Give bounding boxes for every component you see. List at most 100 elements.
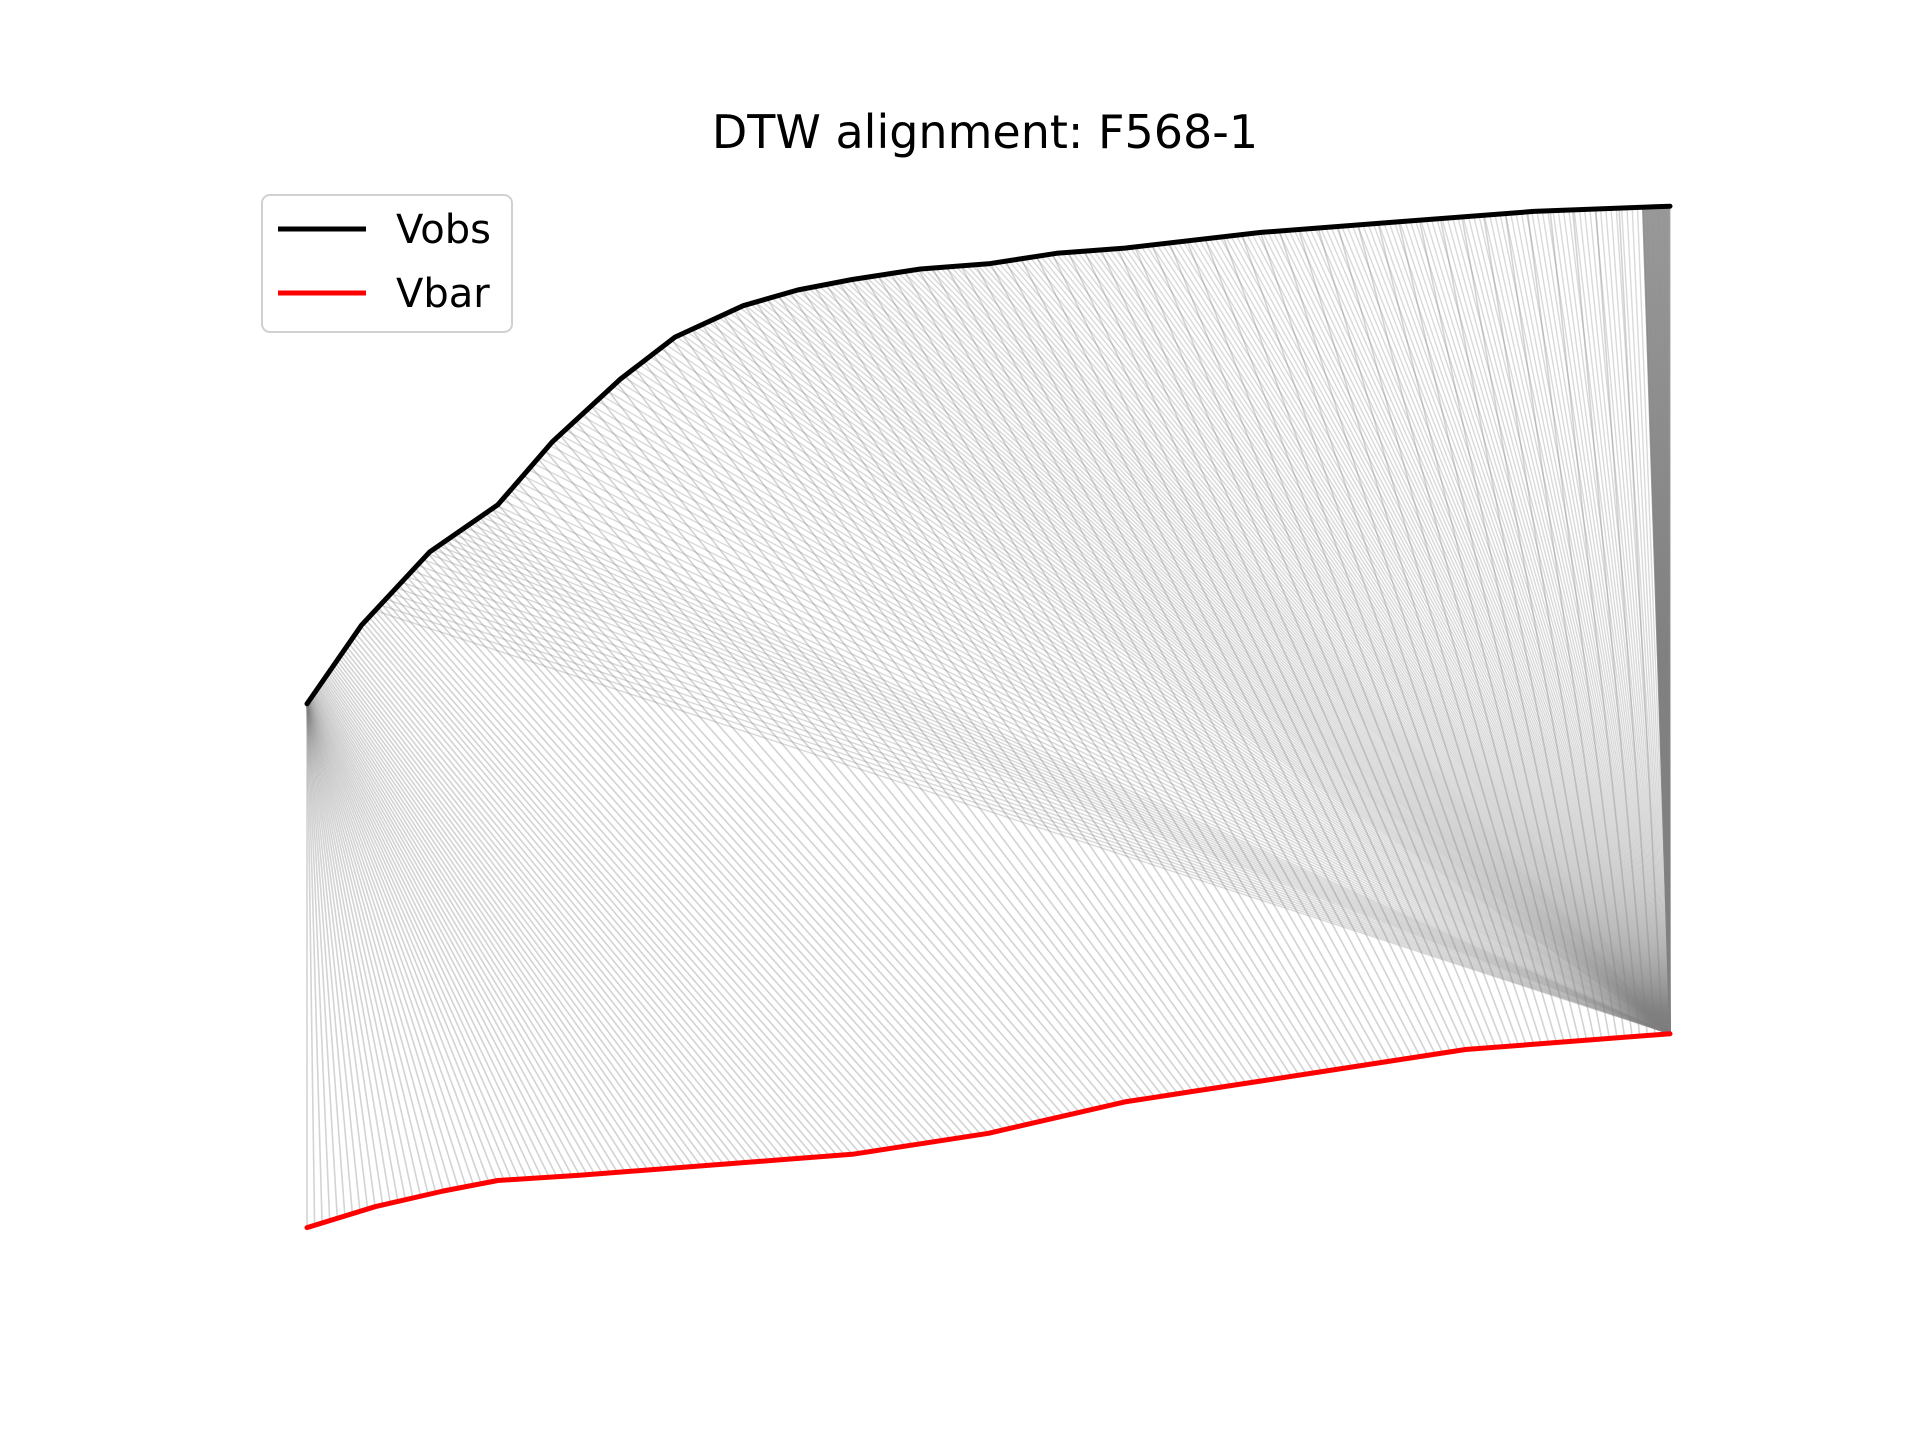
alignment-line [306, 703, 354, 1214]
alignment-line [368, 616, 831, 1157]
alignment-line [1648, 206, 1671, 1034]
alignment-line [1451, 217, 1671, 1034]
alignment-line [1651, 206, 1671, 1034]
alignment-line [1652, 206, 1671, 1034]
alignment-line [628, 372, 1671, 1035]
alignment-line [306, 703, 316, 1226]
alignment-line [313, 692, 581, 1176]
alignment-line [834, 282, 1671, 1035]
alignment-line [1510, 213, 1671, 1034]
alignment-line [306, 703, 384, 1206]
alignment-line [1642, 207, 1671, 1034]
alignment-line [1599, 208, 1671, 1034]
alignment-line [549, 444, 1671, 1035]
alignment-line [681, 333, 1224, 1088]
alignment-line [527, 468, 1671, 1035]
alignment-line [801, 288, 1308, 1075]
alignment-line [1661, 206, 1671, 1034]
alignment-line [1177, 241, 1671, 1035]
alignment-line [1357, 224, 1573, 1042]
alignment-line [644, 360, 1671, 1035]
alignment-line [892, 272, 1671, 1035]
alignment-line [533, 462, 1671, 1035]
alignment-line [1520, 212, 1671, 1034]
alignment-line [1341, 225, 1671, 1035]
alignment-line [1658, 206, 1671, 1034]
alignment-line [904, 271, 1368, 1066]
alignment-line [306, 703, 414, 1199]
alignment-line [1652, 206, 1671, 1034]
alignment-line [317, 687, 611, 1174]
alignment-line [307, 702, 445, 1192]
alignment-line [1642, 207, 1671, 1034]
alignment-line [1230, 235, 1671, 1035]
alignment-line [1651, 206, 1671, 1034]
alignment-line [329, 669, 694, 1167]
alignment-line [1646, 207, 1671, 1034]
alignment-line [813, 286, 1671, 1035]
alignment-line [1135, 246, 1671, 1035]
alignment-line [1309, 228, 1671, 1035]
alignment-line [387, 596, 876, 1152]
alignment-line [1643, 207, 1671, 1034]
alignment-line [981, 263, 1671, 1035]
alignment-line [1092, 250, 1671, 1035]
alignment-line [1198, 239, 1671, 1035]
alignment-line [1594, 209, 1671, 1034]
alignment-line [1186, 240, 1505, 1047]
alignment-line [1654, 206, 1671, 1034]
alignment-line [401, 581, 1671, 1035]
alignment-line [960, 265, 1671, 1035]
alignment-line [306, 702, 429, 1195]
alignment-line [1652, 206, 1671, 1034]
alignment-line [923, 268, 1671, 1035]
alignment-line [1478, 215, 1671, 1034]
alignment-line [590, 405, 1149, 1099]
alignment-line [1346, 225, 1671, 1035]
alignment-line [554, 439, 1671, 1035]
alignment-line [309, 699, 513, 1180]
alignment-line [1644, 207, 1671, 1034]
alignment-line [711, 319, 1247, 1084]
alignment-line [1649, 206, 1671, 1034]
alignment-line [310, 697, 535, 1179]
alignment-line [1636, 207, 1671, 1034]
alignment-line [307, 702, 452, 1190]
alignment-line [1649, 206, 1671, 1034]
alignment-line [320, 683, 634, 1172]
alignment-line [897, 272, 1671, 1035]
alignment-line [755, 301, 1277, 1080]
alignment-line [1140, 245, 1671, 1035]
alignment-line [1583, 209, 1671, 1034]
alignment-line [1610, 208, 1671, 1034]
alignment-line [1282, 230, 1671, 1035]
alignment-line [1272, 231, 1671, 1035]
alignment-line [1203, 238, 1671, 1035]
alignment-line [331, 667, 702, 1167]
alignment-line [754, 301, 1671, 1035]
alignment-line [1018, 258, 1671, 1035]
alignment-line [1668, 206, 1671, 1034]
alignment-line [1483, 215, 1671, 1034]
alignment-line [1642, 207, 1671, 1034]
alignment-line [1648, 206, 1671, 1034]
alignment-line [1668, 206, 1671, 1034]
alignment-line [559, 434, 1671, 1035]
alignment-line [1663, 206, 1671, 1034]
alignment-line [1657, 206, 1671, 1034]
alignment-line [1330, 226, 1671, 1035]
alignment-line [1293, 229, 1671, 1035]
alignment-line [992, 262, 1671, 1035]
alignment-line [1251, 233, 1671, 1035]
alignment-line [1467, 216, 1671, 1034]
alignment-line [311, 695, 551, 1178]
alignment-line [1098, 249, 1671, 1035]
alignment-line [307, 701, 460, 1189]
alignment-line [1256, 232, 1671, 1035]
alignment-line [348, 642, 770, 1162]
alignment-line [1549, 210, 1641, 1037]
alignment-line [506, 493, 1671, 1035]
alignment-line [1055, 252, 1671, 1035]
alignment-line [523, 474, 1081, 1113]
alignment-line [596, 400, 1671, 1035]
